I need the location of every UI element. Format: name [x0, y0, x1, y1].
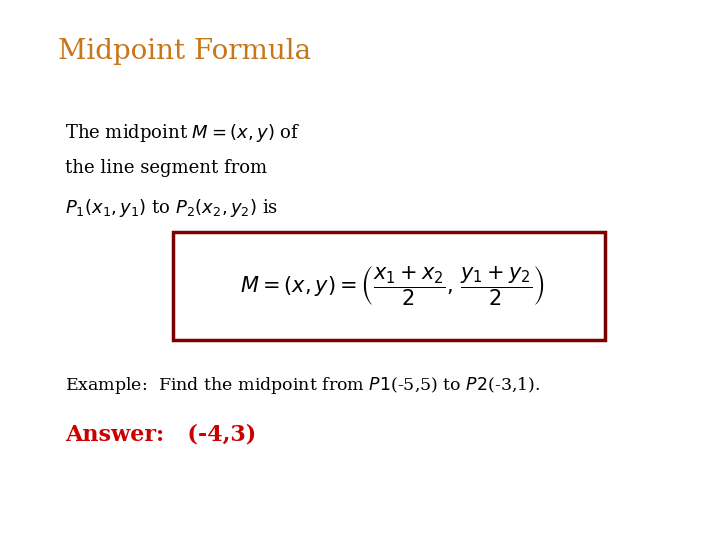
- FancyBboxPatch shape: [173, 232, 605, 340]
- Text: The midpoint $\mathit{M} = (x, y)$ of: The midpoint $\mathit{M} = (x, y)$ of: [65, 122, 300, 144]
- Text: the line segment from: the line segment from: [65, 159, 267, 177]
- Text: $M = (x, y) = \left( \dfrac{x_1 + x_2}{2},\, \dfrac{y_1 + y_2}{2} \right)$: $M = (x, y) = \left( \dfrac{x_1 + x_2}{2…: [240, 265, 545, 308]
- Text: Midpoint Formula: Midpoint Formula: [58, 38, 311, 65]
- Text: $P_1(x_1, y_1)$ to $P_2(x_2, y_2)$ is: $P_1(x_1, y_1)$ to $P_2(x_2, y_2)$ is: [65, 197, 278, 219]
- Text: Example:  Find the midpoint from $P1$(-5,5) to $P2$(-3,1).: Example: Find the midpoint from $P1$(-5,…: [65, 375, 540, 396]
- Text: Answer:   (-4,3): Answer: (-4,3): [65, 424, 256, 446]
